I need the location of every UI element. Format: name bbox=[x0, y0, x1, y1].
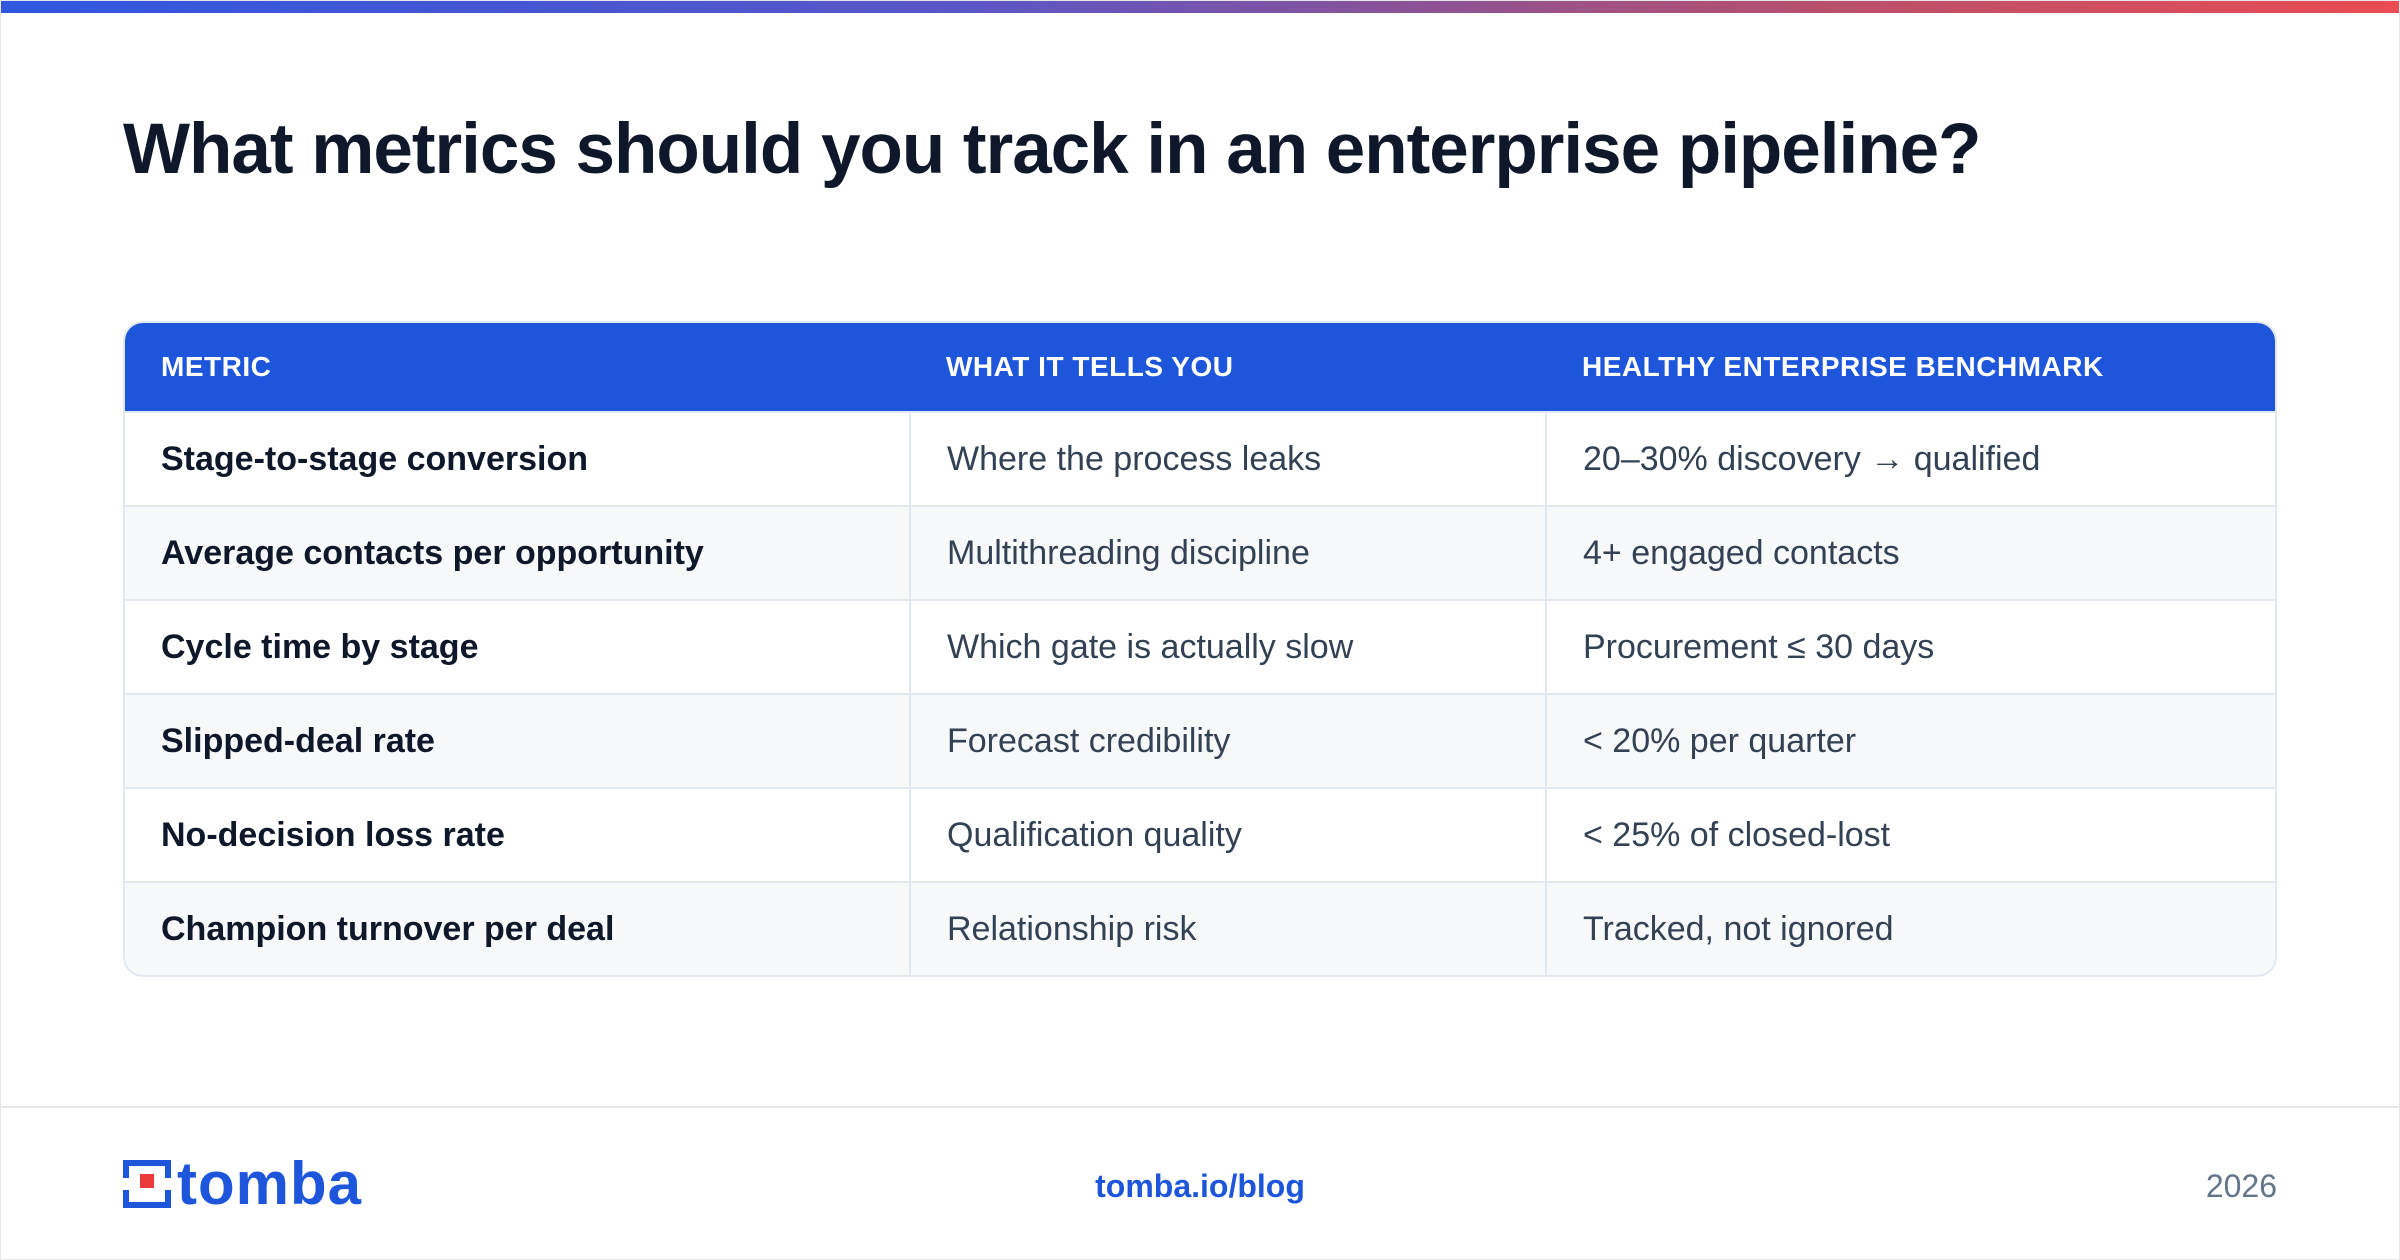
column-header-benchmark: HEALTHY ENTERPRISE BENCHMARK bbox=[1582, 351, 2104, 382]
meaning-cell: Relationship risk bbox=[909, 881, 1546, 975]
page-title: What metrics should you track in an ente… bbox=[123, 110, 1981, 189]
table-row: Average contacts per opportunity Multith… bbox=[125, 505, 2275, 600]
table-header-row: METRIC WHAT IT TELLS YOU HEALTHY ENTERPR… bbox=[125, 323, 2275, 412]
table-row: Slipped-deal rate Forecast credibility <… bbox=[125, 693, 2275, 788]
metric-cell: Stage-to-stage conversion bbox=[125, 411, 910, 506]
benchmark-cell: Tracked, not ignored bbox=[1545, 881, 2275, 975]
table-body: Stage-to-stage conversion Where the proc… bbox=[125, 411, 2275, 975]
metric-cell: Average contacts per opportunity bbox=[125, 505, 910, 600]
column-header-what-it-tells-you: WHAT IT TELLS YOU bbox=[946, 351, 1234, 382]
table-header: METRIC WHAT IT TELLS YOU HEALTHY ENTERPR… bbox=[125, 323, 2275, 412]
meaning-cell: Forecast credibility bbox=[909, 693, 1546, 788]
meaning-cell: Multithreading discipline bbox=[909, 505, 1546, 600]
tomba-logo[interactable]: tomba bbox=[123, 1150, 362, 1217]
table-row: Champion turnover per deal Relationship … bbox=[125, 881, 2275, 975]
meaning-cell: Which gate is actually slow bbox=[909, 599, 1546, 694]
metrics-table-container: METRIC WHAT IT TELLS YOU HEALTHY ENTERPR… bbox=[123, 321, 2277, 977]
blog-link[interactable]: tomba.io/blog bbox=[1095, 1168, 1305, 1204]
gradient-top-bar bbox=[1, 1, 2399, 13]
footer-year: 2026 bbox=[2205, 1168, 2277, 1204]
benchmark-cell: 20–30% discovery → qualified bbox=[1545, 411, 2275, 506]
meaning-cell: Where the process leaks bbox=[909, 411, 1546, 506]
metric-cell: Champion turnover per deal bbox=[125, 881, 910, 975]
meaning-cell: Qualification quality bbox=[909, 787, 1546, 882]
logo-wordmark: tomba bbox=[177, 1150, 362, 1217]
benchmark-cell: Procurement ≤ 30 days bbox=[1545, 599, 2275, 694]
table-row: Cycle time by stage Which gate is actual… bbox=[125, 599, 2275, 694]
tomba-logo-icon bbox=[123, 1160, 171, 1208]
benchmark-cell: < 20% per quarter bbox=[1545, 693, 2275, 788]
table-row: No-decision loss rate Qualification qual… bbox=[125, 787, 2275, 882]
metrics-table: METRIC WHAT IT TELLS YOU HEALTHY ENTERPR… bbox=[125, 323, 2275, 975]
metric-cell: No-decision loss rate bbox=[125, 787, 910, 882]
benchmark-cell: 4+ engaged contacts bbox=[1545, 505, 2275, 600]
table-row: Stage-to-stage conversion Where the proc… bbox=[125, 411, 2275, 506]
metric-cell: Slipped-deal rate bbox=[125, 693, 910, 788]
footer: tomba tomba.io/blog 2026 bbox=[1, 1106, 2399, 1259]
benchmark-cell: < 25% of closed-lost bbox=[1545, 787, 2275, 882]
column-header-metric: METRIC bbox=[161, 351, 272, 382]
metric-cell: Cycle time by stage bbox=[125, 599, 910, 694]
